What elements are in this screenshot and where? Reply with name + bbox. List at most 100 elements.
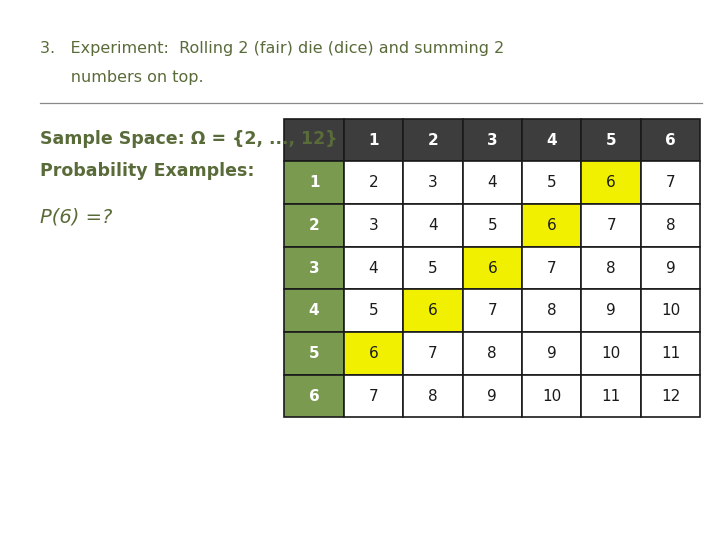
Bar — [344, 289, 403, 332]
Bar — [582, 119, 641, 161]
Text: 6: 6 — [369, 346, 379, 361]
Text: 2: 2 — [309, 218, 320, 233]
Text: 5: 5 — [606, 133, 616, 147]
Text: P(6) =?: P(6) =? — [40, 208, 112, 227]
Bar — [522, 119, 582, 161]
Bar — [641, 119, 700, 161]
Bar — [641, 161, 700, 204]
Text: 6: 6 — [309, 389, 320, 403]
Bar — [284, 289, 344, 332]
Bar — [582, 375, 641, 417]
Bar — [344, 161, 403, 204]
Bar — [582, 247, 641, 289]
Text: 8: 8 — [666, 218, 675, 233]
Text: 11: 11 — [661, 346, 680, 361]
Text: 10: 10 — [542, 389, 562, 403]
Text: 3.   Experiment:  Rolling 2 (fair) die (dice) and summing 2: 3. Experiment: Rolling 2 (fair) die (dic… — [40, 40, 504, 56]
Text: Sample Space: Ω = {2, ..., 12}: Sample Space: Ω = {2, ..., 12} — [40, 130, 337, 147]
Bar — [463, 289, 522, 332]
Text: 6: 6 — [665, 133, 676, 147]
Text: 3: 3 — [369, 218, 379, 233]
Text: 1: 1 — [368, 133, 379, 147]
Text: 9: 9 — [665, 261, 675, 275]
Bar — [582, 332, 641, 375]
Bar — [344, 247, 403, 289]
Bar — [641, 204, 700, 247]
Text: 6: 6 — [428, 303, 438, 318]
Text: 4: 4 — [546, 133, 557, 147]
Bar — [582, 204, 641, 247]
Bar — [284, 247, 344, 289]
Text: 2: 2 — [369, 176, 378, 190]
Text: 10: 10 — [661, 303, 680, 318]
Text: 9: 9 — [487, 389, 498, 403]
Bar — [403, 119, 463, 161]
Text: 4: 4 — [487, 176, 497, 190]
Text: 7: 7 — [547, 261, 557, 275]
Text: 4: 4 — [309, 303, 320, 318]
Text: 8: 8 — [428, 389, 438, 403]
Bar — [582, 161, 641, 204]
Bar — [344, 119, 403, 161]
Bar — [403, 375, 463, 417]
Text: 1: 1 — [309, 176, 320, 190]
Bar — [284, 119, 344, 161]
Bar — [463, 375, 522, 417]
Text: 9: 9 — [606, 303, 616, 318]
Text: 8: 8 — [606, 261, 616, 275]
Text: 5: 5 — [369, 303, 378, 318]
Text: 11: 11 — [601, 389, 621, 403]
Bar — [403, 204, 463, 247]
Bar — [641, 289, 700, 332]
Text: Probability Examples:: Probability Examples: — [40, 162, 254, 180]
Text: 5: 5 — [547, 176, 557, 190]
Bar — [463, 204, 522, 247]
Text: 12: 12 — [661, 389, 680, 403]
Bar — [582, 289, 641, 332]
Bar — [284, 204, 344, 247]
Text: 5: 5 — [428, 261, 438, 275]
Bar — [463, 332, 522, 375]
Bar — [403, 161, 463, 204]
Text: 5: 5 — [487, 218, 497, 233]
Text: 6: 6 — [606, 176, 616, 190]
Text: 7: 7 — [487, 303, 497, 318]
Text: 8: 8 — [547, 303, 557, 318]
Text: 2: 2 — [428, 133, 438, 147]
Text: 7: 7 — [666, 176, 675, 190]
Bar — [344, 332, 403, 375]
Bar — [284, 161, 344, 204]
Text: 6: 6 — [546, 218, 557, 233]
Text: 3: 3 — [428, 176, 438, 190]
Bar — [522, 289, 582, 332]
Bar — [403, 247, 463, 289]
Bar — [463, 119, 522, 161]
Bar — [403, 332, 463, 375]
Text: 8: 8 — [487, 346, 497, 361]
Text: 6: 6 — [487, 261, 498, 275]
Text: 7: 7 — [606, 218, 616, 233]
Text: 7: 7 — [428, 346, 438, 361]
Text: 4: 4 — [428, 218, 438, 233]
Text: 4: 4 — [369, 261, 378, 275]
Bar — [284, 332, 344, 375]
Bar — [344, 375, 403, 417]
Bar — [641, 332, 700, 375]
Bar — [641, 375, 700, 417]
Text: 3: 3 — [487, 133, 498, 147]
Text: 9: 9 — [546, 346, 557, 361]
Text: 3: 3 — [309, 261, 320, 275]
Bar — [522, 204, 582, 247]
Bar — [344, 204, 403, 247]
Bar — [403, 289, 463, 332]
Text: 5: 5 — [309, 346, 320, 361]
Text: 10: 10 — [601, 346, 621, 361]
Bar — [522, 161, 582, 204]
Bar — [463, 247, 522, 289]
Bar — [463, 161, 522, 204]
Bar — [522, 247, 582, 289]
Text: numbers on top.: numbers on top. — [40, 70, 203, 85]
Text: 7: 7 — [369, 389, 378, 403]
Bar — [284, 375, 344, 417]
Bar — [522, 375, 582, 417]
